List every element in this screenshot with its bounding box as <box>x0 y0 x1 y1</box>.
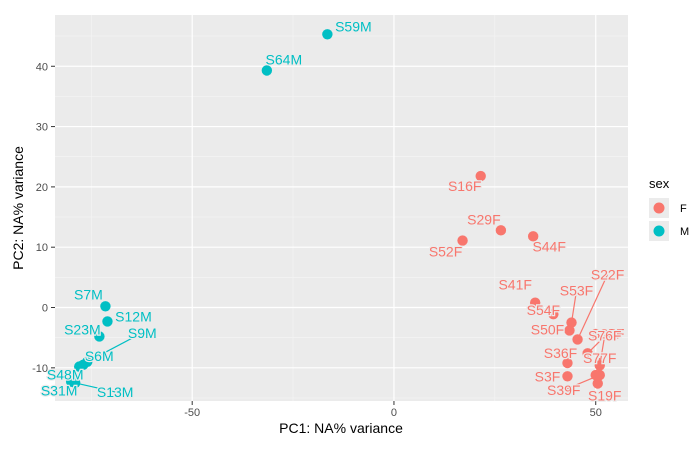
point-s16f <box>475 170 486 182</box>
point-s19f <box>592 378 603 389</box>
label-s64m: S64M <box>266 51 303 67</box>
point-s48m <box>74 361 85 372</box>
y-tick-label: 10 <box>36 242 48 254</box>
legend-label-m: M <box>680 226 689 238</box>
point-s53f <box>566 317 577 328</box>
label-s44f: S44F <box>532 238 565 254</box>
point-s52f <box>457 235 468 246</box>
panel-background <box>55 15 628 401</box>
point-s36f <box>562 357 573 369</box>
point-s22f <box>572 334 583 345</box>
point-s12m <box>102 316 113 327</box>
x-tick-label: 0 <box>391 407 397 419</box>
label-s41f: S41F <box>498 277 531 293</box>
y-tick-label: 40 <box>36 61 48 73</box>
point-s3f <box>562 371 573 382</box>
label-s9m: S9M <box>128 325 157 341</box>
label-s36f: S36F <box>544 345 577 361</box>
legend-key-m <box>653 225 665 237</box>
legend-item-f: F <box>649 198 687 218</box>
point-s64m <box>261 65 273 76</box>
y-axis-title: PC2: NA% variance <box>10 146 26 270</box>
y-tick-label: 0 <box>42 303 48 315</box>
label-s6m: S6M <box>85 348 114 364</box>
legend-key-f <box>653 202 665 214</box>
label-s35f: S35F <box>591 325 624 341</box>
legend-label-f: F <box>680 203 687 215</box>
point-s41f <box>529 297 541 308</box>
x-tick-label: -50 <box>184 407 200 419</box>
point-s35f <box>582 348 593 359</box>
label-s7m: S7M <box>74 286 103 302</box>
label-s50f: S50F <box>531 321 564 337</box>
x-tick-label: 50 <box>590 407 602 419</box>
label-s3f: S3F <box>535 368 561 384</box>
point-s13m <box>69 377 81 389</box>
label-s13m: S13M <box>97 384 134 400</box>
point-s39f <box>594 369 605 381</box>
grid-lines <box>55 15 628 401</box>
leader-line-s13m <box>75 382 116 393</box>
point-s23m <box>94 331 105 342</box>
legend-title: sex <box>649 176 670 191</box>
data-points <box>65 29 605 389</box>
label-s19f: S19F <box>588 388 621 404</box>
point-s76f <box>594 360 605 371</box>
leader-line-s53f <box>570 290 578 323</box>
label-s29f: S29F <box>467 211 500 227</box>
leader-line-s9m <box>87 332 143 363</box>
label-s53f: S53F <box>560 283 593 299</box>
point-s29f <box>495 225 507 236</box>
label-s52f: S52F <box>429 244 462 260</box>
point-s44f <box>527 231 539 242</box>
axis-ticks: -50 0 50 -10 0 10 20 30 40 <box>32 61 602 419</box>
label-s48m: S48M <box>47 367 84 383</box>
label-s39f: S39F <box>547 382 580 398</box>
point-s50f <box>564 325 575 336</box>
label-s23m: S23M <box>64 321 101 337</box>
label-s12m: S12M <box>115 308 152 324</box>
y-tick-label: 30 <box>36 122 48 134</box>
label-s16f: S16F <box>448 178 481 194</box>
legend: sex F M <box>649 176 689 241</box>
label-s22f: S22F <box>591 266 624 282</box>
y-tick-label: 20 <box>36 182 48 194</box>
leader-line-s22f <box>577 274 609 340</box>
x-axis-title: PC1: NA% variance <box>279 420 403 436</box>
point-s7m <box>100 301 111 312</box>
label-s59m: S59M <box>335 18 372 34</box>
label-s76f: S76F <box>588 327 621 343</box>
y-tick-label: -10 <box>32 363 48 375</box>
point-s54f <box>548 308 559 320</box>
label-s54f: S54F <box>527 302 560 318</box>
legend-item-m: M <box>649 221 689 241</box>
point-s59m <box>322 29 333 40</box>
label-s77f: S77F <box>583 350 616 366</box>
label-s31m: S31M <box>41 383 78 399</box>
